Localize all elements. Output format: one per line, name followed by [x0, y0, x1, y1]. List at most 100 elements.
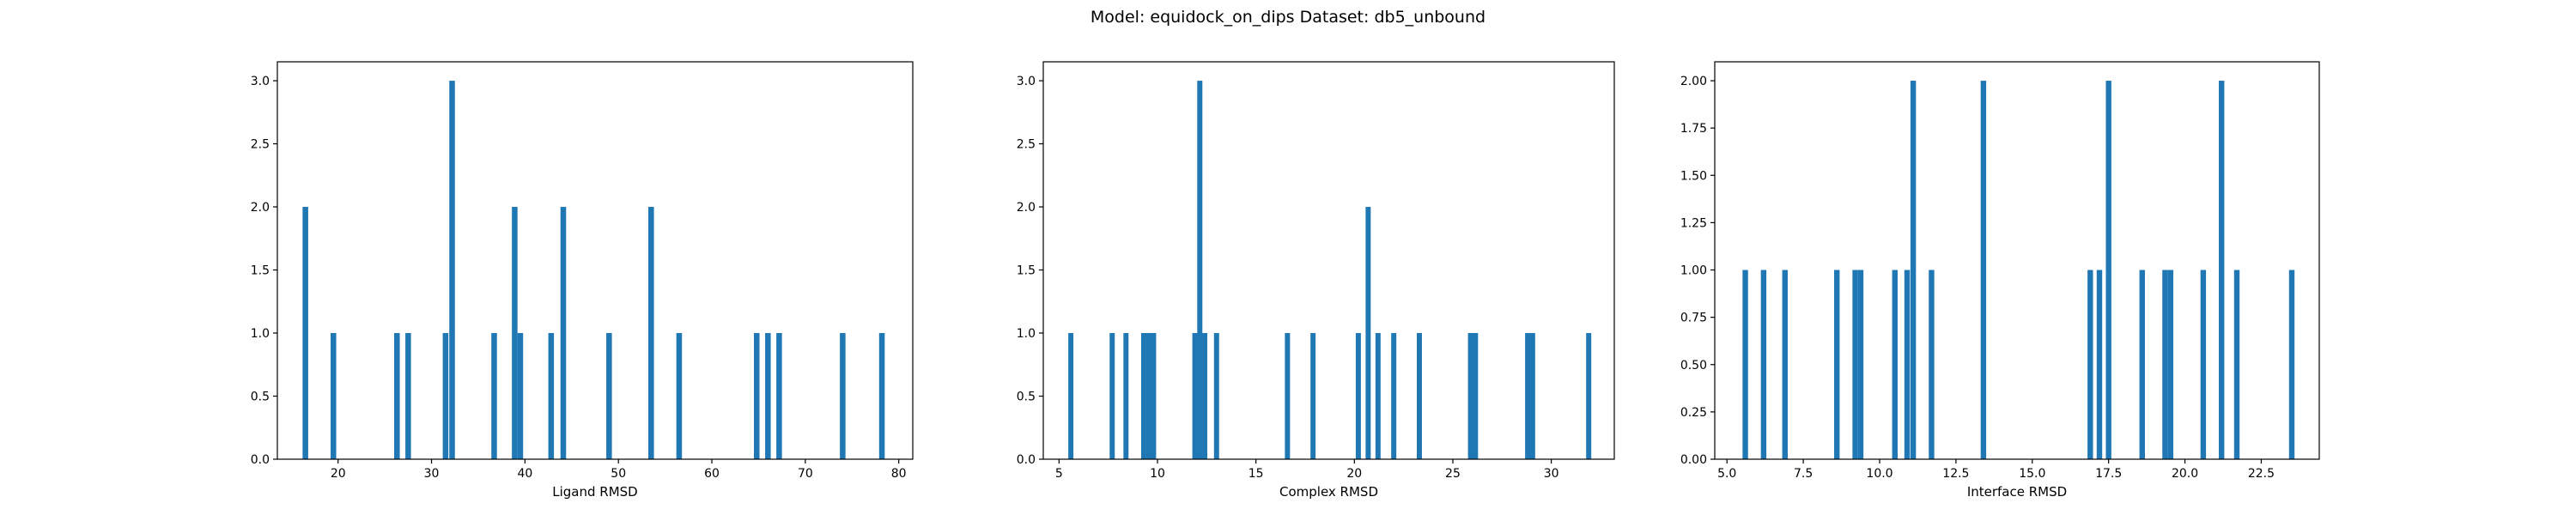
ligand-rmsd-x-tick-label: 70	[798, 467, 813, 481]
figure-title: Model: equidock_on_dips Dataset: db5_unb…	[1091, 8, 1485, 27]
ligand-rmsd-y-tick-label: 0.0	[251, 453, 270, 467]
interface-rmsd-x-axis-label: Interface RMSD	[1967, 484, 2067, 500]
complex-rmsd-x-tick-label: 30	[1544, 467, 1559, 481]
ligand-rmsd-bar	[548, 333, 555, 459]
ligand-rmsd-bar	[394, 333, 400, 459]
complex-rmsd-y-tick-label: 3.0	[1017, 75, 1036, 88]
interface-rmsd-bar	[2087, 270, 2093, 459]
complex-rmsd-bar	[1202, 333, 1208, 459]
complex-rmsd-bar	[1417, 333, 1422, 459]
interface-rmsd-x-tick-label: 22.5	[2248, 467, 2275, 481]
ligand-rmsd-axes-frame	[276, 61, 914, 460]
complex-rmsd-bar	[1355, 333, 1361, 459]
interface-rmsd-x-tick-label: 7.5	[1794, 467, 1813, 481]
interface-rmsd-x-tick-label: 20.0	[2172, 467, 2198, 481]
complex-rmsd-bar	[1140, 333, 1146, 459]
interface-rmsd-bar	[1892, 270, 1898, 459]
interface-rmsd-bar	[1929, 270, 1935, 459]
interface-rmsd-bar	[2096, 270, 2103, 459]
complex-rmsd-axes-frame	[1042, 61, 1615, 460]
interface-rmsd-histogram: 5.0 7.5 10.0 12.5 15.0 17.5 20.0 22.5 0.00 0.25 0.…	[1680, 61, 2320, 500]
interface-rmsd-y-tick-label: 2.00	[1680, 75, 1707, 88]
ligand-rmsd-y-tick-label: 3.0	[251, 75, 270, 88]
interface-rmsd-y-tick-label: 1.50	[1680, 169, 1707, 183]
ligand-rmsd-bar	[754, 333, 760, 459]
interface-rmsd-x-tick-label: 12.5	[1942, 467, 1969, 481]
complex-rmsd-bar	[1375, 333, 1381, 459]
complex-rmsd-x-tick-label: 5	[1055, 467, 1063, 481]
complex-rmsd-x-axis-label: Complex RMSD	[1279, 484, 1378, 500]
complex-rmsd-y-tick-label: 0.0	[1017, 453, 1036, 467]
ligand-rmsd-bar	[676, 333, 683, 459]
interface-rmsd-x-tick-label: 10.0	[1866, 467, 1893, 481]
interface-rmsd-bar	[2105, 81, 2111, 460]
interface-rmsd-y-tick-label: 1.25	[1680, 216, 1707, 230]
interface-rmsd-bar	[2162, 270, 2168, 459]
interface-rmsd-bar	[2200, 270, 2207, 459]
interface-rmsd-y-tick-label: 0.50	[1680, 359, 1707, 373]
ligand-rmsd-bar	[449, 81, 455, 460]
ligand-rmsd-x-tick-label: 50	[611, 467, 626, 481]
interface-rmsd-bar	[1782, 270, 1788, 459]
ligand-rmsd-histogram: 20 30 40 50 60 70 80 0.0 0.5 1.0 1.5 2.0 2.5 3.0 Ligan…	[251, 61, 914, 500]
complex-rmsd-bar	[1145, 333, 1151, 459]
complex-rmsd-bar	[1525, 333, 1531, 459]
interface-rmsd-y-tick-label: 1.75	[1680, 122, 1707, 136]
interface-rmsd-y-tick-label: 0.75	[1680, 312, 1707, 325]
complex-rmsd-bar	[1310, 333, 1316, 459]
ligand-rmsd-x-tick-label: 30	[424, 467, 440, 481]
interface-rmsd-bar	[2167, 270, 2174, 459]
complex-rmsd-bar	[1391, 333, 1397, 459]
interface-rmsd-bar	[1857, 270, 1864, 459]
complex-rmsd-y-tick-label: 1.5	[1017, 264, 1036, 278]
ligand-rmsd-bar	[302, 207, 308, 459]
complex-rmsd-y-tick-label: 0.5	[1017, 391, 1036, 404]
subplots: 20 30 40 50 60 70 80 0.0 0.5 1.0 1.5 2.0 2.5 3.0 Ligan…	[251, 61, 2320, 500]
complex-rmsd-bar	[1068, 333, 1074, 459]
complex-rmsd-x-tick-label: 25	[1445, 467, 1461, 481]
ligand-rmsd-bar	[776, 333, 782, 459]
complex-rmsd-bar	[1109, 333, 1115, 459]
ligand-rmsd-x-axis-label: Ligand RMSD	[552, 484, 637, 500]
interface-rmsd-bar	[1852, 270, 1858, 459]
complex-rmsd-histogram: 5 10 15 20 25 30 0.0 0.5 1.0 1.5 2.0 2.5 3.0 Complex …	[1017, 61, 1615, 500]
complex-rmsd-y-tick-label: 2.0	[1017, 201, 1036, 215]
ligand-rmsd-x-tick-label: 60	[704, 467, 720, 481]
complex-rmsd-bar	[1197, 81, 1203, 460]
ligand-rmsd-bar	[878, 333, 885, 459]
ligand-rmsd-y-tick-label: 2.5	[251, 138, 270, 152]
ligand-rmsd-x-tick-label: 20	[331, 467, 346, 481]
ligand-rmsd-y-tick-label: 0.5	[251, 391, 270, 404]
ligand-rmsd-bar	[517, 333, 524, 459]
ligand-rmsd-bar	[491, 333, 497, 459]
ligand-rmsd-y-tick-label: 2.0	[251, 201, 270, 215]
interface-rmsd-bar	[1760, 270, 1767, 459]
ligand-rmsd-bar	[405, 333, 411, 459]
ligand-rmsd-bar	[442, 333, 449, 459]
interface-rmsd-bar	[1980, 81, 1987, 460]
ligand-rmsd-x-tick-label: 80	[891, 467, 907, 481]
complex-rmsd-bar	[1586, 333, 1592, 459]
complex-rmsd-bar	[1192, 333, 1198, 459]
complex-rmsd-bar	[1473, 333, 1479, 459]
interface-rmsd-bar	[1742, 270, 1748, 459]
interface-rmsd-bar	[1910, 81, 1917, 460]
complex-rmsd-bar	[1151, 333, 1157, 459]
complex-rmsd-bar	[1467, 333, 1473, 459]
complex-rmsd-x-tick-label: 15	[1249, 467, 1264, 481]
interface-rmsd-bar	[2139, 270, 2145, 459]
ligand-rmsd-bar	[765, 333, 771, 459]
ligand-rmsd-bar	[331, 333, 337, 459]
ligand-rmsd-bar	[560, 207, 567, 459]
complex-rmsd-y-tick-label: 1.0	[1017, 327, 1036, 341]
interface-rmsd-bar	[2288, 270, 2295, 459]
ligand-rmsd-y-tick-label: 1.0	[251, 327, 270, 341]
interface-rmsd-x-tick-label: 17.5	[2095, 467, 2122, 481]
complex-rmsd-bar	[1285, 333, 1291, 459]
complex-rmsd-x-tick-label: 10	[1150, 467, 1165, 481]
interface-rmsd-bar	[1904, 270, 1911, 459]
complex-rmsd-bar	[1529, 333, 1535, 459]
interface-rmsd-bar	[2219, 81, 2225, 460]
interface-rmsd-axes-frame	[1714, 61, 2320, 460]
